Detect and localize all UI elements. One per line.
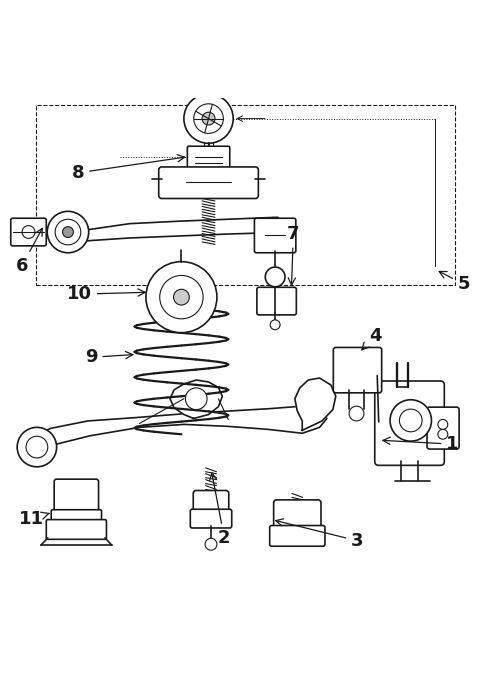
Text: 1: 1 — [383, 435, 459, 453]
Circle shape — [26, 436, 48, 458]
Text: 2: 2 — [210, 473, 231, 547]
Text: 10: 10 — [67, 285, 145, 303]
FancyBboxPatch shape — [46, 520, 107, 539]
Circle shape — [186, 388, 207, 409]
Polygon shape — [24, 406, 327, 451]
FancyBboxPatch shape — [274, 500, 321, 531]
Circle shape — [17, 427, 57, 467]
FancyBboxPatch shape — [270, 526, 325, 546]
Text: 4: 4 — [362, 327, 381, 350]
Circle shape — [390, 400, 432, 441]
Circle shape — [184, 94, 233, 143]
FancyBboxPatch shape — [257, 287, 296, 315]
Circle shape — [174, 289, 189, 305]
FancyBboxPatch shape — [254, 218, 296, 253]
Circle shape — [194, 104, 223, 134]
FancyBboxPatch shape — [190, 509, 232, 528]
Circle shape — [399, 409, 422, 432]
Circle shape — [55, 219, 81, 245]
Text: 8: 8 — [71, 154, 185, 182]
Circle shape — [47, 212, 89, 253]
Text: 9: 9 — [85, 349, 133, 367]
Text: 7: 7 — [287, 225, 300, 285]
Circle shape — [270, 320, 280, 330]
Circle shape — [146, 262, 217, 333]
Circle shape — [22, 225, 35, 238]
FancyBboxPatch shape — [427, 407, 459, 449]
FancyBboxPatch shape — [159, 167, 258, 198]
Circle shape — [265, 267, 285, 287]
FancyBboxPatch shape — [187, 146, 230, 172]
Circle shape — [438, 420, 448, 429]
FancyBboxPatch shape — [193, 491, 229, 516]
Circle shape — [205, 538, 217, 551]
Text: 6: 6 — [16, 228, 42, 275]
FancyBboxPatch shape — [333, 347, 381, 393]
FancyBboxPatch shape — [11, 218, 46, 246]
Text: 11: 11 — [18, 510, 49, 528]
Circle shape — [349, 406, 364, 421]
FancyBboxPatch shape — [51, 510, 102, 524]
Polygon shape — [56, 217, 280, 245]
FancyBboxPatch shape — [375, 381, 444, 465]
Polygon shape — [170, 380, 222, 418]
Circle shape — [62, 227, 73, 238]
Text: 3: 3 — [276, 519, 364, 550]
Circle shape — [202, 112, 215, 125]
Circle shape — [160, 276, 203, 319]
Circle shape — [438, 429, 448, 439]
Text: 5: 5 — [439, 271, 470, 294]
Polygon shape — [295, 378, 336, 431]
Bar — [36, 105, 455, 285]
FancyBboxPatch shape — [54, 479, 99, 515]
